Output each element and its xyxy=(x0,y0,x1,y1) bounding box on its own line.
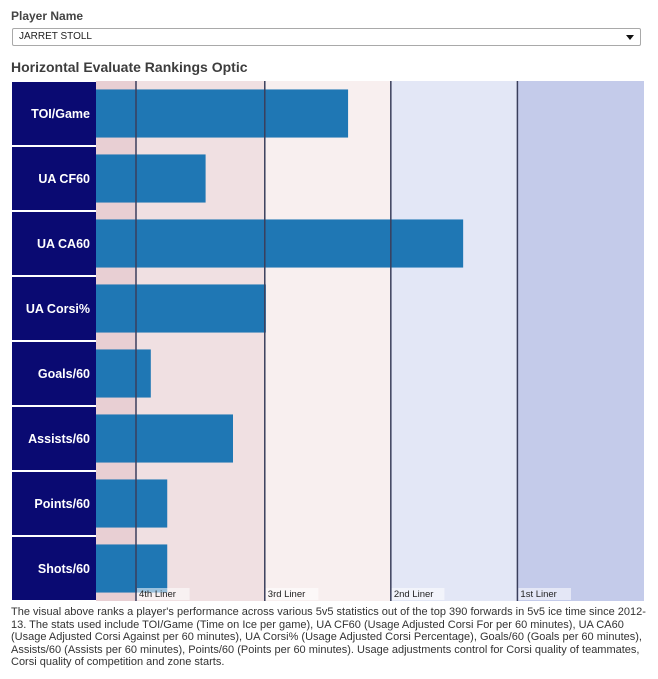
player-select[interactable]: JARRET STOLL xyxy=(12,28,641,46)
tier-labels: 4th Liner 3rd Liner 2nd Liner 1st Liner xyxy=(137,588,572,600)
tier-label-bg xyxy=(518,588,572,600)
tier-label: 3rd Liner xyxy=(268,589,306,600)
category-label-box xyxy=(12,537,96,600)
chart-description: The visual above ranks a player's perfor… xyxy=(11,606,646,668)
player-select-value: JARRET STOLL xyxy=(19,31,92,42)
category-label-box xyxy=(12,342,96,405)
bar xyxy=(96,414,233,463)
category-label-box xyxy=(12,407,96,470)
bar xyxy=(96,349,151,398)
category-label-box xyxy=(12,147,96,210)
tier-label: 2nd Liner xyxy=(394,589,434,600)
tier-dividers xyxy=(135,81,519,601)
bar xyxy=(96,544,168,593)
tier-band-4 xyxy=(517,81,644,601)
category-label: UA CF60 xyxy=(38,172,90,186)
category-label-box xyxy=(12,212,96,275)
bars xyxy=(96,89,464,593)
category-label: Shots/60 xyxy=(38,562,90,576)
tier-band-3 xyxy=(390,81,518,601)
category-label: Points/60 xyxy=(34,497,90,511)
category-label: Goals/60 xyxy=(38,367,90,381)
category-label-box xyxy=(12,472,96,535)
tier-label: 4th Liner xyxy=(139,589,176,600)
category-label-box xyxy=(12,82,96,145)
bar xyxy=(96,154,206,203)
tier-label-bg xyxy=(265,588,319,600)
tier-label-bg xyxy=(391,588,445,600)
chevron-down-icon[interactable] xyxy=(626,35,634,40)
chart-title: Horizontal Evaluate Rankings Optic xyxy=(11,59,248,75)
tier-label: 1st Liner xyxy=(520,589,556,600)
category-label-box xyxy=(12,277,96,340)
tier-label-bg xyxy=(137,588,190,600)
bar xyxy=(96,89,349,138)
bar xyxy=(96,284,266,333)
category-labels: TOI/Game UA CF60 UA CA60 UA Corsi% Goals/60 A… xyxy=(12,82,96,600)
tier-band-2 xyxy=(264,81,391,601)
player-name-label: Player Name xyxy=(11,9,84,23)
bar xyxy=(96,219,464,268)
category-label: UA Corsi% xyxy=(26,302,90,316)
category-label: Assists/60 xyxy=(28,432,90,446)
category-label: TOI/Game xyxy=(31,107,90,121)
tier-bands xyxy=(96,81,644,601)
category-label: UA CA60 xyxy=(37,237,90,251)
bar xyxy=(96,479,168,528)
